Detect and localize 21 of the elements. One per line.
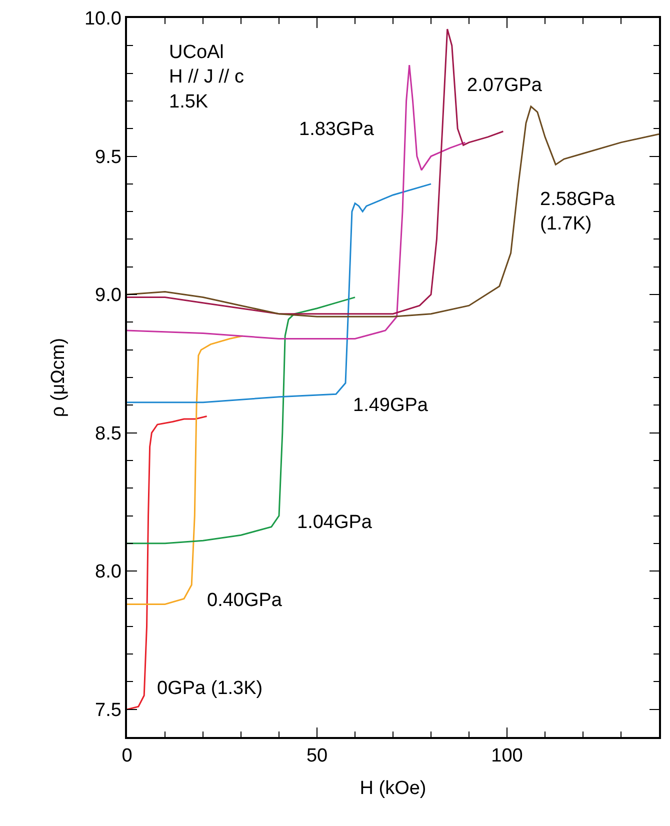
x-tick-label: 100 <box>491 746 523 767</box>
y-tick-label: 10.0 <box>84 8 122 30</box>
y-tick-label: 8.5 <box>95 423 122 444</box>
series-label: 1.49GPa <box>353 395 428 416</box>
y-tick-label: 7.5 <box>95 700 122 721</box>
line-series <box>127 64 466 340</box>
series-label: 1.83GPa <box>299 119 374 140</box>
y-tick-label: 9.0 <box>95 285 122 306</box>
x-axis-title: H (kOe) <box>360 778 426 799</box>
x-tick-label: 50 <box>306 746 328 767</box>
x-tick-label: 0 <box>122 746 132 767</box>
y-tick-label: 9.5 <box>95 146 122 168</box>
line-series <box>127 415 208 710</box>
series-label: 1.04GPa <box>297 512 372 533</box>
y-tick-label: 8.0 <box>95 562 122 583</box>
series-label: 2.07GPa <box>467 75 542 96</box>
annotation: UCoAl H // J // c 1.5K <box>169 42 244 112</box>
series-label: 2.58GPa (1.7K) <box>540 189 616 235</box>
y-axis-title: ρ (μΩcm) <box>48 338 69 418</box>
series-label: 0GPa (1.3K) <box>157 678 263 699</box>
series-label: 0.40GPa <box>207 590 282 611</box>
